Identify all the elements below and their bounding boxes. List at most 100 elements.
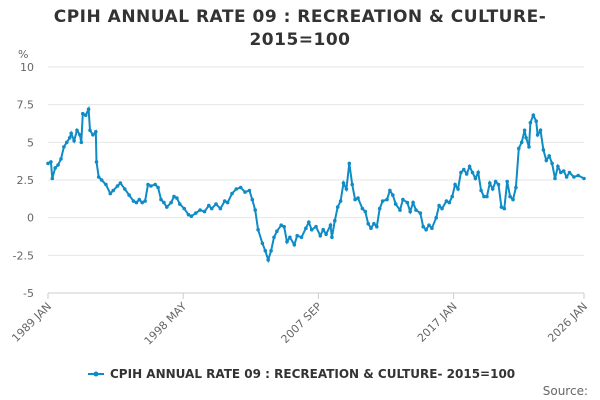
data-point[interactable] bbox=[263, 249, 268, 253]
data-point[interactable] bbox=[295, 233, 300, 238]
data-point[interactable] bbox=[146, 182, 150, 187]
data-point[interactable] bbox=[260, 241, 265, 246]
data-point[interactable] bbox=[127, 193, 131, 197]
data-point[interactable] bbox=[488, 181, 492, 185]
data-point[interactable] bbox=[79, 140, 84, 145]
data-point[interactable] bbox=[86, 107, 91, 111]
data-point[interactable] bbox=[517, 146, 521, 151]
data-point[interactable] bbox=[189, 214, 194, 218]
data-point[interactable] bbox=[299, 235, 304, 240]
data-point[interactable] bbox=[411, 200, 415, 205]
data-point[interactable] bbox=[350, 182, 355, 187]
data-point[interactable] bbox=[269, 249, 273, 253]
data-point[interactable] bbox=[46, 161, 50, 166]
data-point[interactable] bbox=[202, 209, 207, 214]
data-point[interactable] bbox=[467, 164, 472, 169]
data-point[interactable] bbox=[377, 206, 382, 211]
data-point[interactable] bbox=[214, 202, 218, 206]
data-point[interactable] bbox=[456, 187, 460, 191]
data-point[interactable] bbox=[464, 172, 469, 176]
data-point[interactable] bbox=[218, 206, 223, 211]
data-point[interactable] bbox=[115, 184, 120, 188]
data-point[interactable] bbox=[335, 205, 340, 209]
data-point[interactable] bbox=[391, 193, 395, 197]
data-point[interactable] bbox=[67, 136, 72, 140]
data-point[interactable] bbox=[582, 176, 586, 181]
data-point[interactable] bbox=[408, 209, 413, 214]
data-point[interactable] bbox=[470, 170, 475, 175]
data-point[interactable] bbox=[347, 161, 352, 166]
data-point[interactable] bbox=[156, 185, 160, 190]
data-point[interactable] bbox=[143, 199, 147, 203]
data-point[interactable] bbox=[83, 113, 88, 117]
data-point[interactable] bbox=[104, 182, 108, 187]
data-point[interactable] bbox=[62, 145, 66, 149]
data-point[interactable] bbox=[275, 229, 279, 233]
data-point[interactable] bbox=[414, 208, 418, 212]
data-point[interactable] bbox=[99, 178, 104, 182]
data-point[interactable] bbox=[314, 224, 318, 229]
data-point[interactable] bbox=[96, 175, 101, 179]
data-point[interactable] bbox=[418, 211, 423, 215]
data-point[interactable] bbox=[131, 199, 136, 203]
data-point[interactable] bbox=[447, 200, 452, 205]
data-point[interactable] bbox=[479, 188, 483, 193]
data-point[interactable] bbox=[178, 202, 182, 206]
data-point[interactable] bbox=[522, 128, 527, 133]
data-point[interactable] bbox=[266, 258, 271, 262]
data-point[interactable] bbox=[380, 199, 385, 203]
data-point[interactable] bbox=[424, 227, 428, 232]
data-point[interactable] bbox=[437, 203, 441, 208]
data-point[interactable] bbox=[194, 211, 198, 215]
data-point[interactable] bbox=[505, 179, 510, 184]
data-point[interactable] bbox=[462, 167, 466, 172]
data-point[interactable] bbox=[341, 181, 346, 185]
data-point[interactable] bbox=[324, 232, 328, 236]
data-point[interactable] bbox=[476, 170, 481, 175]
data-point[interactable] bbox=[81, 111, 85, 116]
data-point[interactable] bbox=[393, 202, 398, 206]
data-point[interactable] bbox=[238, 185, 243, 190]
data-point[interactable] bbox=[91, 133, 95, 137]
data-point[interactable] bbox=[514, 185, 518, 190]
data-point[interactable] bbox=[272, 235, 276, 240]
data-point[interactable] bbox=[508, 194, 512, 199]
data-point[interactable] bbox=[209, 206, 214, 211]
data-point[interactable] bbox=[544, 158, 549, 163]
data-point[interactable] bbox=[553, 176, 557, 181]
data-point[interactable] bbox=[72, 139, 76, 143]
data-point[interactable] bbox=[230, 191, 234, 196]
data-point[interactable] bbox=[493, 179, 498, 184]
data-point[interactable] bbox=[50, 176, 55, 181]
data-point[interactable] bbox=[162, 200, 166, 205]
data-point[interactable] bbox=[473, 176, 478, 181]
data-point[interactable] bbox=[556, 164, 560, 169]
data-point[interactable] bbox=[519, 140, 524, 145]
data-point[interactable] bbox=[338, 199, 343, 203]
data-point[interactable] bbox=[366, 221, 371, 226]
data-point[interactable] bbox=[559, 170, 563, 175]
data-point[interactable] bbox=[485, 194, 489, 199]
data-point[interactable] bbox=[427, 223, 431, 227]
data-point[interactable] bbox=[159, 197, 163, 202]
data-point[interactable] bbox=[535, 133, 540, 137]
data-point[interactable] bbox=[123, 187, 127, 191]
data-point[interactable] bbox=[356, 196, 360, 200]
data-point[interactable] bbox=[388, 188, 392, 193]
data-point[interactable] bbox=[528, 120, 533, 125]
data-point[interactable] bbox=[547, 154, 551, 158]
data-point[interactable] bbox=[49, 160, 53, 164]
data-point[interactable] bbox=[444, 199, 449, 203]
data-point[interactable] bbox=[421, 224, 426, 229]
data-point[interactable] bbox=[247, 188, 252, 193]
data-point[interactable] bbox=[321, 227, 326, 232]
data-point[interactable] bbox=[222, 199, 227, 203]
data-point[interactable] bbox=[182, 206, 186, 211]
data-point[interactable] bbox=[309, 227, 314, 232]
data-point[interactable] bbox=[53, 166, 57, 170]
data-point[interactable] bbox=[69, 131, 73, 136]
data-point[interactable] bbox=[430, 226, 434, 230]
data-point[interactable] bbox=[541, 148, 546, 152]
data-point[interactable] bbox=[333, 218, 337, 223]
data-point[interactable] bbox=[401, 197, 405, 202]
